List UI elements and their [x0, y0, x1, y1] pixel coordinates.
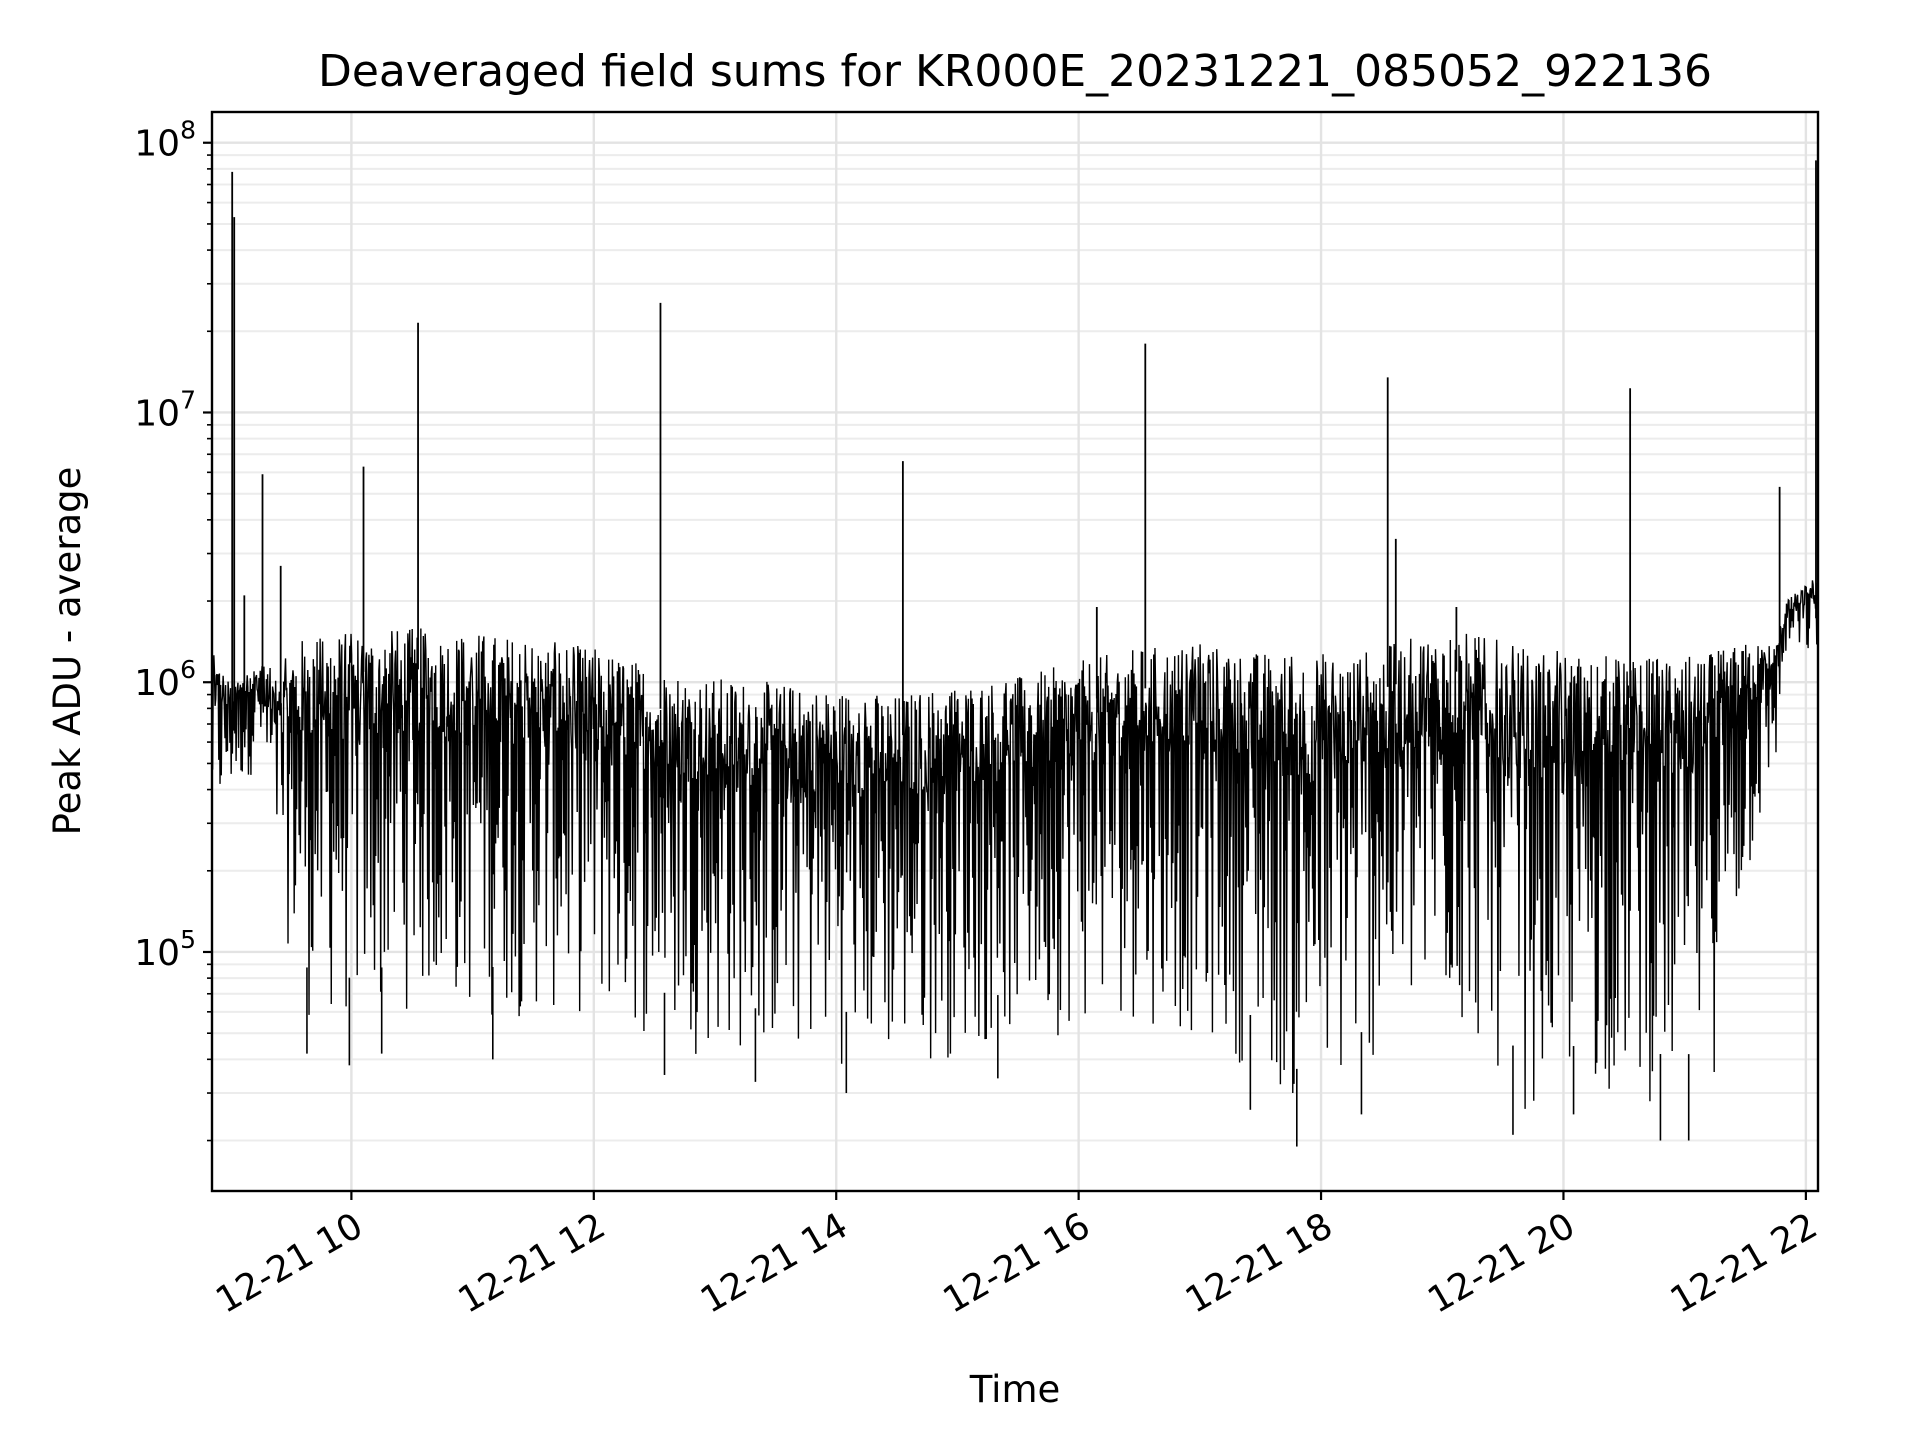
- y-tick-label: 105: [134, 925, 196, 974]
- y-tick-label: 107: [134, 385, 196, 434]
- y-tick-label: 108: [134, 116, 196, 165]
- y-tick-label: 106: [134, 655, 196, 704]
- plot-frame: [210, 110, 1820, 1193]
- series-line: [212, 160, 1818, 1147]
- x-axis-label: Time: [969, 1368, 1061, 1411]
- series-trace: [212, 580, 1818, 1109]
- y-axis-label: Peak ADU - average: [46, 467, 89, 836]
- chart-title: Deaveraged field sums for KR000E_2023122…: [318, 46, 1712, 97]
- y-axis: 105 106 107 108: [134, 116, 212, 1142]
